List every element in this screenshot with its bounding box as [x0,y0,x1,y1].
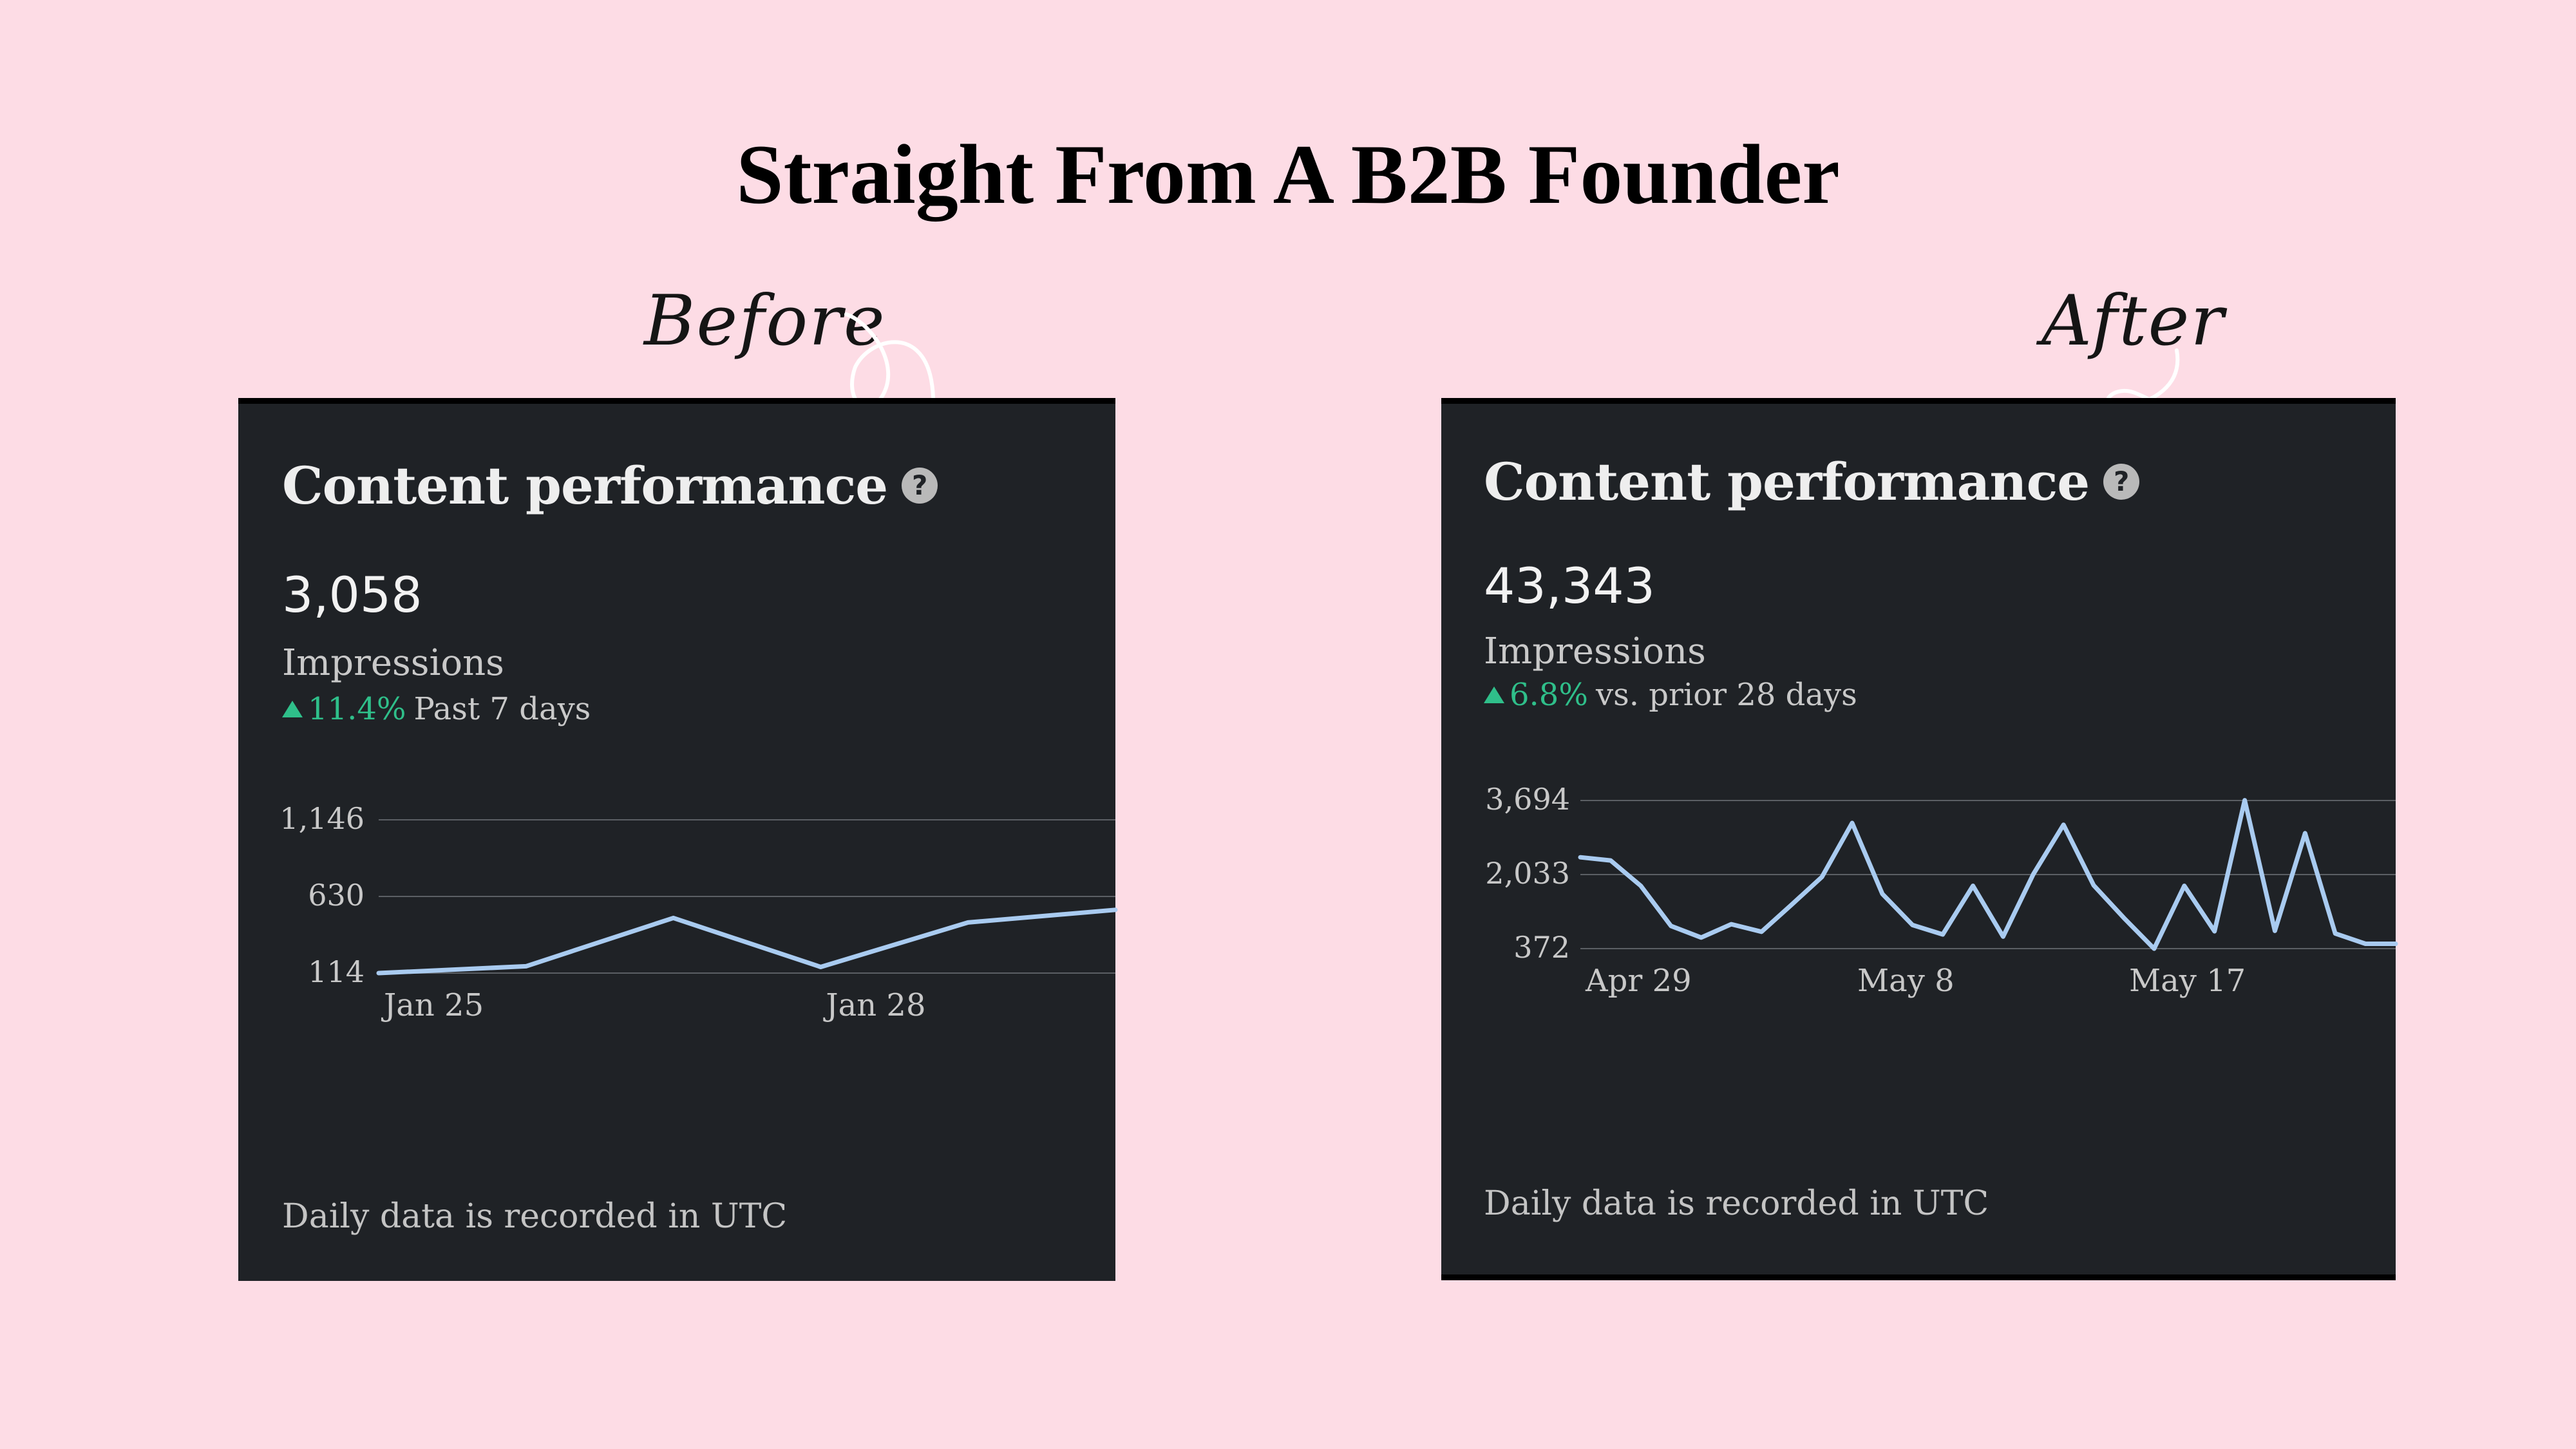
before-label: Before [644,281,886,361]
change-percent: 11.4% [308,691,406,727]
data-point[interactable] [2242,798,2247,802]
before-content-performance-card: Content performance ? 3,058 Impressions … [238,398,1118,1281]
data-point[interactable] [1971,884,1975,888]
change-indicator: 6.8% vs. prior 28 days [1484,677,1857,713]
impressions-value: 3,058 [282,566,422,623]
card-title: Content performance ? [282,455,938,516]
impressions-value: 43,343 [1484,557,1655,614]
card-title: Content performance ? [1484,451,2140,512]
change-period: vs. prior 28 days [1595,677,1857,713]
data-point[interactable] [2182,884,2186,888]
data-point[interactable] [2152,947,2156,951]
after-label: After [2041,281,2226,361]
data-point[interactable] [1578,855,1582,860]
data-point[interactable] [1759,929,1764,934]
y-tick-label: 372 [1513,930,1570,965]
data-point[interactable] [1638,884,1643,888]
impressions-series-line [1578,798,2398,951]
page-title: Straight From A B2B Founder [736,127,1840,222]
x-tick-label: May 8 [1857,963,1955,999]
data-point[interactable] [819,965,823,969]
data-point[interactable] [2394,942,2398,946]
impressions-label: Impressions [282,642,504,684]
x-tick-label: Jan 25 [381,987,484,1023]
data-point[interactable] [2001,934,2005,939]
data-point[interactable] [2273,929,2277,933]
data-point[interactable] [1669,923,1673,928]
data-point[interactable] [2122,916,2126,920]
y-tick-label: 1,146 [279,801,365,836]
footnote: Daily data is recorded in UTC [1484,1184,1989,1223]
y-tick-label: 2,033 [1485,856,1570,891]
data-point[interactable] [1940,932,1945,936]
footnote: Daily data is recorded in UTC [282,1197,788,1236]
data-point[interactable] [1729,922,1734,927]
question-circle-icon[interactable]: ? [2103,464,2140,500]
data-point[interactable] [2333,931,2338,936]
data-point[interactable] [2212,929,2217,934]
data-point[interactable] [2303,831,2307,835]
data-point[interactable] [1850,820,1854,825]
data-point[interactable] [2061,822,2066,827]
data-point[interactable] [2092,883,2096,887]
after-impressions-chart: 372 2,033 3,694 Apr 29 May 8 May 17 [1485,782,2398,999]
data-point[interactable] [1820,875,1824,879]
data-point[interactable] [1910,923,1915,927]
change-period: Past 7 days [413,691,591,727]
impressions-series-line [376,907,1118,976]
triangle-up-icon [282,701,303,717]
data-point[interactable] [524,964,528,969]
impressions-label: Impressions [1484,630,1706,672]
data-point[interactable] [966,920,971,925]
triangle-up-icon [1484,687,1504,703]
change-percent: 6.8% [1510,677,1588,713]
x-tick-label: Jan 28 [822,987,925,1023]
data-point[interactable] [2031,872,2036,876]
before-impressions-chart: 114 630 1,146 Jan 25 Jan 28 [279,801,1118,1023]
data-point[interactable] [1790,902,1794,907]
x-tick-label: Apr 29 [1585,963,1692,999]
data-point[interactable] [1699,935,1703,940]
x-tick-label: May 17 [2129,963,2246,999]
data-point[interactable] [2363,942,2368,946]
y-tick-label: 114 [308,954,365,989]
question-circle-icon[interactable]: ? [902,468,938,504]
y-tick-label: 630 [308,878,365,913]
data-point[interactable] [1113,907,1117,912]
card-title-text: Content performance [1484,451,2090,512]
after-content-performance-card: Content performance ? 43,343 Impressions… [1441,398,2398,1280]
data-point[interactable] [671,916,676,920]
change-indicator: 11.4% Past 7 days [282,691,591,727]
data-point[interactable] [377,971,381,975]
data-point[interactable] [1608,858,1613,863]
card-title-text: Content performance [282,455,888,516]
y-tick-label: 3,694 [1485,782,1570,817]
data-point[interactable] [1880,891,1884,896]
